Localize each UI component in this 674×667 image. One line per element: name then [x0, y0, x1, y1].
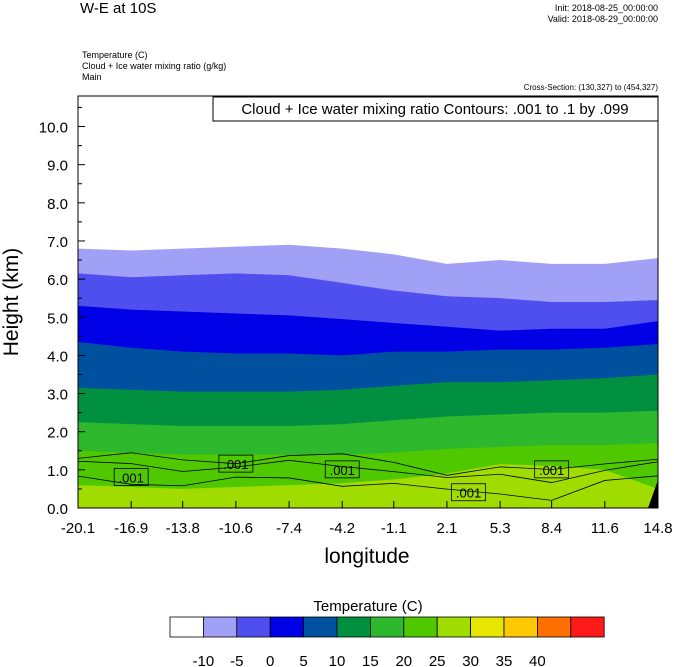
y-tick-label: 3.0 — [47, 387, 68, 404]
x-tick-label: 5.3 — [490, 520, 511, 537]
colorbar-swatch — [403, 616, 438, 638]
field-temperature: Temperature (C) — [82, 50, 148, 60]
valid-time: Valid: 2018-08-29_00:00:00 — [547, 14, 658, 24]
x-tick-label: -10.6 — [219, 520, 253, 537]
y-tick-label: 6.0 — [47, 272, 68, 289]
contour-label: .001 — [330, 463, 355, 478]
colorbar-label: -5 — [230, 653, 243, 667]
colorbar-swatch — [336, 616, 371, 638]
colorbar-swatch — [303, 616, 338, 638]
cloud-contour-line — [78, 475, 658, 501]
colorbar-swatch — [436, 616, 472, 638]
field-cloud-ice: Cloud + Ice water mixing ratio (g/kg) — [82, 61, 227, 71]
y-tick-label: 9.0 — [47, 158, 68, 175]
contour-label: .001 — [456, 486, 481, 501]
y-tick-label: 0.0 — [47, 501, 68, 518]
x-tick-label: 14.8 — [643, 520, 672, 537]
colorbar-swatch — [202, 616, 238, 638]
cloud-contour-line — [78, 452, 658, 476]
y-tick-label: 2.0 — [47, 425, 68, 442]
x-tick-label: -7.4 — [276, 520, 302, 537]
colorbar-swatch — [169, 616, 204, 638]
colorbar-label: -10 — [193, 653, 215, 667]
x-tick-label: -1.1 — [381, 520, 407, 537]
x-tick-label: -16.9 — [114, 520, 148, 537]
colorbar-swatch — [269, 616, 305, 638]
colorbar-label: 15 — [362, 653, 379, 667]
contour-label-box — [534, 460, 570, 479]
colorbar-label: 10 — [329, 653, 346, 667]
colorbar-swatch — [537, 616, 572, 638]
contour-label-box — [451, 483, 486, 502]
cross-section-info: Cross-Section: (130,327) to (454,327) — [523, 83, 658, 92]
chart-title: W-E at 10S — [80, 0, 157, 17]
x-tick-label: 8.4 — [541, 520, 562, 537]
contour-label-box — [218, 454, 254, 473]
colorbar-swatch — [503, 616, 538, 638]
contour-info-box — [212, 96, 659, 122]
contour-label-box — [113, 468, 149, 486]
x-tick-label: -13.8 — [166, 520, 200, 537]
x-tick-label: 11.6 — [591, 520, 619, 537]
colorbar-label: 20 — [395, 653, 412, 667]
y-tick-label: 5.0 — [47, 310, 68, 327]
contour-info-label: Cloud + Ice water mixing ratio Contours:… — [241, 101, 628, 118]
x-axis-label: longitude — [324, 545, 409, 568]
colorbar-label: 25 — [429, 653, 446, 667]
init-time: Init: 2018-08-25_00:00:00 — [554, 3, 658, 13]
y-tick-label: 1.0 — [47, 463, 68, 480]
colorbar-swatch — [470, 616, 505, 638]
colorbar-title: Temperature (C) — [313, 598, 422, 615]
colorbar-swatch — [236, 616, 271, 638]
y-tick-label: 8.0 — [47, 196, 68, 213]
x-tick-label: -4.2 — [329, 520, 355, 537]
isotherm-band-25 — [78, 464, 658, 508]
colorbar-label: 30 — [462, 653, 479, 667]
plot-frame — [77, 95, 659, 509]
colorbar-label: 0 — [266, 653, 274, 667]
y-tick-label: 7.0 — [47, 234, 68, 251]
y-tick-label: 4.0 — [47, 348, 68, 365]
field-main: Main — [82, 72, 102, 82]
y-axis-label: Height (km) — [0, 248, 23, 357]
colorbar-label: 5 — [299, 653, 307, 667]
contour-label: .001 — [223, 457, 248, 472]
colorbar-swatch — [369, 616, 405, 638]
contour-label: .001 — [119, 470, 144, 485]
cloud-contour-line — [78, 459, 658, 483]
x-tick-label: 2.1 — [437, 520, 458, 537]
x-tick-label: -20.1 — [61, 520, 95, 537]
colorbar-label: 35 — [496, 653, 513, 667]
contour-label: .001 — [539, 463, 564, 478]
colorbar-label: 40 — [529, 653, 546, 667]
contour-label-box — [324, 460, 360, 479]
colorbar-swatch — [570, 616, 605, 638]
terrain-fill — [648, 480, 658, 508]
y-tick-label: 10.0 — [39, 120, 68, 137]
